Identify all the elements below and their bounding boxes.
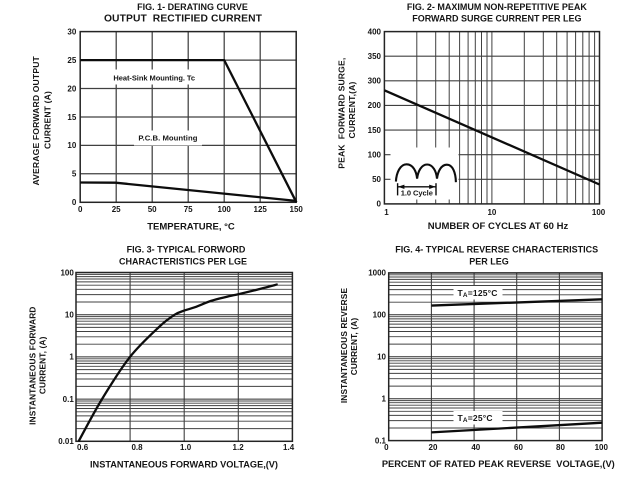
svg-text:FIG. 3- TYPICAL FORWORD: FIG. 3- TYPICAL FORWORD (127, 245, 246, 255)
svg-text:P.C.B. Mounting: P.C.B. Mounting (138, 134, 197, 143)
svg-text:50: 50 (148, 205, 157, 214)
svg-text:0: 0 (78, 205, 83, 214)
svg-text:125: 125 (254, 205, 268, 214)
svg-text:400: 400 (368, 27, 382, 36)
svg-text:20: 20 (429, 443, 438, 452)
svg-text:Heat-Sink Mounting. Tc: Heat-Sink Mounting. Tc (113, 73, 195, 82)
svg-text:1: 1 (384, 208, 389, 217)
svg-text:300: 300 (368, 77, 382, 86)
svg-text:150: 150 (290, 205, 304, 214)
svg-text:0: 0 (377, 200, 382, 209)
svg-text:100: 100 (60, 268, 74, 277)
svg-text:AVERAGE FORWARD OUTPUT: AVERAGE FORWARD OUTPUT (31, 55, 41, 185)
svg-text:1.2: 1.2 (233, 443, 245, 452)
svg-text:100: 100 (218, 205, 232, 214)
svg-text:1.4: 1.4 (283, 443, 295, 452)
svg-text:10: 10 (377, 353, 386, 362)
svg-text:1.0: 1.0 (180, 443, 192, 452)
svg-text:FORWARD SURGE CURRENT PER LEG: FORWARD SURGE CURRENT PER LEG (412, 14, 581, 24)
svg-text:CURRENT, (A): CURRENT, (A) (349, 318, 359, 376)
svg-text:350: 350 (368, 52, 382, 61)
svg-text:INSTANTANEOUS FORWARD VOLTAGE,: INSTANTANEOUS FORWARD VOLTAGE,(V) (90, 460, 278, 470)
svg-text:CURRENT (A): CURRENT (A) (43, 91, 53, 149)
svg-text:5: 5 (72, 170, 77, 179)
svg-text:TA=25°C: TA=25°C (458, 413, 493, 424)
svg-text:0.8: 0.8 (131, 443, 143, 452)
svg-text:TEMPERATURE, °C: TEMPERATURE, °C (147, 222, 235, 233)
svg-text:150: 150 (368, 126, 382, 135)
svg-text:0: 0 (384, 443, 389, 452)
svg-text:0.1: 0.1 (375, 436, 387, 445)
svg-text:0.01: 0.01 (58, 437, 74, 446)
svg-text:10: 10 (65, 311, 74, 320)
svg-text:25: 25 (67, 56, 76, 65)
svg-text:CURRENT,(A): CURRENT,(A) (347, 81, 357, 138)
svg-text:0: 0 (72, 198, 77, 207)
svg-text:0.1: 0.1 (63, 395, 75, 404)
svg-text:FIG. 4- TYPICAL REVERSE CHARAC: FIG. 4- TYPICAL REVERSE CHARACTERISTICS (395, 245, 598, 255)
svg-text:1: 1 (382, 395, 387, 404)
svg-text:CHARACTERISTICS PER LGE: CHARACTERISTICS PER LGE (119, 257, 247, 267)
svg-text:80: 80 (556, 443, 565, 452)
svg-text:75: 75 (184, 205, 193, 214)
svg-text:NUMBER OF CYCLES AT 60 Hz: NUMBER OF CYCLES AT 60 Hz (428, 221, 569, 232)
svg-text:PERCENT OF RATED PEAK REVERSE: PERCENT OF RATED PEAK REVERSE VOLTAGE,(V… (382, 459, 615, 469)
svg-text:CURRENT, (A): CURRENT, (A) (38, 336, 48, 394)
svg-text:TA=125°C: TA=125°C (458, 288, 498, 299)
svg-text:INSTANTANEOUS FORWARD: INSTANTANEOUS FORWARD (28, 307, 38, 425)
svg-text:INSTANTANEOUS REVERSE: INSTANTANEOUS REVERSE (339, 288, 349, 404)
svg-text:10: 10 (67, 141, 76, 150)
svg-text:60: 60 (514, 443, 523, 452)
svg-text:25: 25 (112, 205, 121, 214)
svg-text:OUTPUT RECTIFIED CURRENT: OUTPUT RECTIFIED CURRENT (104, 14, 263, 25)
svg-text:15: 15 (67, 113, 76, 122)
svg-text:100: 100 (373, 311, 387, 320)
svg-text:100: 100 (592, 208, 606, 217)
svg-text:FIG. 2- MAXIMUM NON-REPETITIVE: FIG. 2- MAXIMUM NON-REPETITIVE PEAK (407, 2, 588, 12)
svg-text:FIG. 1- DERATING CURVE: FIG. 1- DERATING CURVE (137, 2, 248, 12)
svg-text:0.6: 0.6 (77, 443, 89, 452)
svg-text:1.0 Cycle: 1.0 Cycle (401, 188, 433, 197)
svg-text:100: 100 (595, 443, 609, 452)
svg-text:10: 10 (487, 208, 496, 217)
svg-text:1000: 1000 (368, 269, 386, 278)
svg-text:30: 30 (67, 27, 76, 36)
svg-text:50: 50 (372, 175, 381, 184)
svg-text:PER LEG: PER LEG (469, 257, 509, 267)
svg-text:100: 100 (368, 151, 382, 160)
svg-text:1: 1 (69, 353, 74, 362)
svg-text:200: 200 (368, 101, 382, 110)
svg-text:20: 20 (67, 84, 76, 93)
svg-text:40: 40 (471, 443, 480, 452)
svg-text:PEAK FORWARD SURGE,: PEAK FORWARD SURGE, (337, 58, 347, 169)
